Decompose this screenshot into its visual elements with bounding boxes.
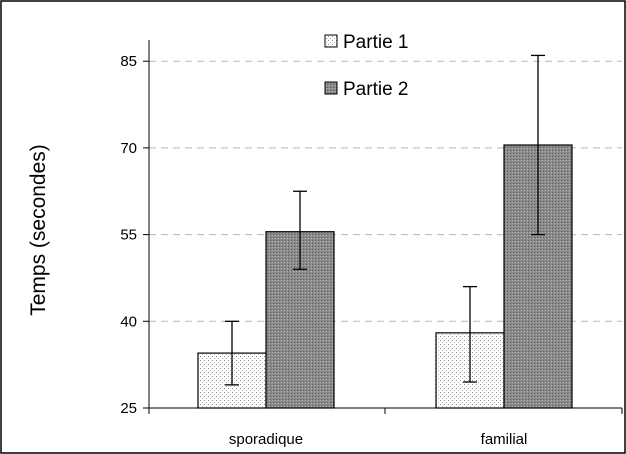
x-tick-label: familial <box>481 431 528 448</box>
y-tick-label: 25 <box>120 400 137 417</box>
y-axis-label: Temps (secondes) <box>27 144 50 316</box>
legend: Partie 1 Partie 2 <box>324 32 408 100</box>
legend-swatch <box>324 34 338 48</box>
y-tick-label: 85 <box>120 53 137 70</box>
legend-label: Partie 2 <box>343 79 408 100</box>
error-bars <box>225 54 545 386</box>
x-axis-ticks: sporadique familial <box>148 408 623 448</box>
y-axis-ticks: 25 40 55 70 85 <box>120 53 149 417</box>
y-tick-label: 55 <box>120 227 137 244</box>
legend-label: Partie 1 <box>343 32 408 53</box>
legend-swatch <box>324 81 338 95</box>
y-tick-label: 40 <box>120 313 137 330</box>
y-tick-label: 70 <box>120 140 137 157</box>
x-tick-label: sporadique <box>229 431 303 448</box>
